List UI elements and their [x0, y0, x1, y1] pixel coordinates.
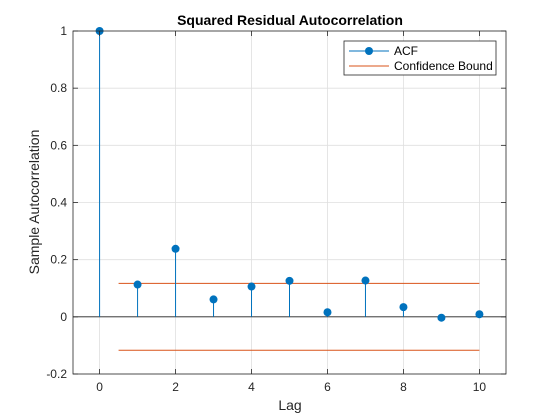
- y-tick-label: 0: [60, 310, 67, 324]
- x-axis-label: Lag: [278, 397, 301, 413]
- acf-point: [286, 277, 294, 285]
- legend-acf-label: ACF: [394, 44, 418, 58]
- y-tick-label: 0.4: [50, 196, 67, 210]
- acf-point: [399, 303, 407, 311]
- acf-point: [475, 310, 483, 318]
- x-tick-label: 0: [96, 380, 103, 394]
- acf-point: [361, 277, 369, 285]
- acf-point: [323, 308, 331, 316]
- legend: ACF Confidence Bound: [344, 41, 496, 75]
- acf-point: [437, 314, 445, 322]
- acf-point: [172, 245, 180, 253]
- x-tick-label: 6: [324, 380, 331, 394]
- acf-point: [134, 281, 142, 289]
- y-tick-label: 0.2: [50, 253, 67, 267]
- y-tick-label: 1: [60, 24, 67, 38]
- x-tick-label: 2: [172, 380, 179, 394]
- x-tick-label: 4: [248, 380, 255, 394]
- x-tick-label: 8: [400, 380, 407, 394]
- chart-title: Squared Residual Autocorrelation: [177, 12, 403, 28]
- acf-point: [210, 295, 218, 303]
- y-tick-label: -0.2: [46, 367, 67, 381]
- legend-acf-marker: [365, 47, 373, 55]
- acf-point: [248, 283, 256, 291]
- y-tick-label: 0.8: [50, 81, 67, 95]
- legend-confidence-label: Confidence Bound: [394, 59, 493, 73]
- y-tick-label: 0.6: [50, 138, 67, 152]
- x-tick-label: 10: [473, 380, 487, 394]
- y-axis-label: Sample Autocorrelation: [26, 130, 42, 275]
